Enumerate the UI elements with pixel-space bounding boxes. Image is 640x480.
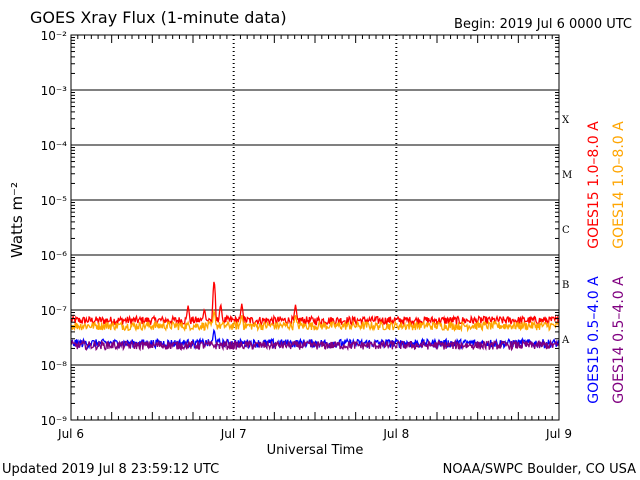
label-layer: 10⁻⁹ 10⁻⁸ 10⁻⁷ 10⁻⁶ 10⁻⁵ 10⁻⁴ 10⁻³ 10⁻² Jul 6 Jul… [41,29,627,441]
y-tick-label: 10⁻⁵ [41,194,68,208]
legend-entry: GOES15 0.5–4.0 A [586,276,602,404]
x-tick-label: Jul 8 [382,427,409,441]
legend-entry: GOES15 1.0–8.0 A [586,121,602,249]
chart-title: GOES Xray Flux (1-minute data) [30,8,287,27]
flare-class-label: X [562,115,570,126]
y-tick-label: 10⁻⁸ [41,359,68,373]
begin-time: Begin: 2019 Jul 6 0000 UTC [454,17,632,32]
y-tick-label: 10⁻⁹ [41,414,68,428]
legend-entry: GOES14 0.5–4.0 A [611,276,627,404]
y-tick-label: 10⁻⁴ [41,139,68,153]
flare-class-label: A [561,335,570,346]
y-tick-label: 10⁻⁷ [41,304,68,318]
plot-frame [70,34,560,421]
series-layer [70,281,560,352]
x-tick-label: Jul 6 [57,427,84,441]
x-tick-label: Jul 7 [220,427,247,441]
source-credit: NOAA/SWPC Boulder, CO USA [442,462,636,477]
series-line [70,309,560,333]
grid-layer [71,35,559,420]
series-line [70,281,560,328]
flare-class-label: B [562,280,569,291]
y-axis-title: Watts m⁻² [8,182,26,258]
y-tick-label: 10⁻³ [41,84,68,98]
tick-layer [71,35,559,420]
y-tick-label: 10⁻² [41,29,68,43]
x-tick-label: Jul 9 [545,427,572,441]
updated-timestamp: Updated 2019 Jul 8 23:59:12 UTC [2,462,220,477]
series-line [70,338,560,352]
flare-class-label: M [562,170,572,181]
y-tick-label: 10⁻⁶ [41,249,68,263]
legend-entry: GOES14 1.0–8.0 A [611,121,627,249]
x-axis-title: Universal Time [267,443,364,458]
flare-class-label: C [562,225,570,236]
